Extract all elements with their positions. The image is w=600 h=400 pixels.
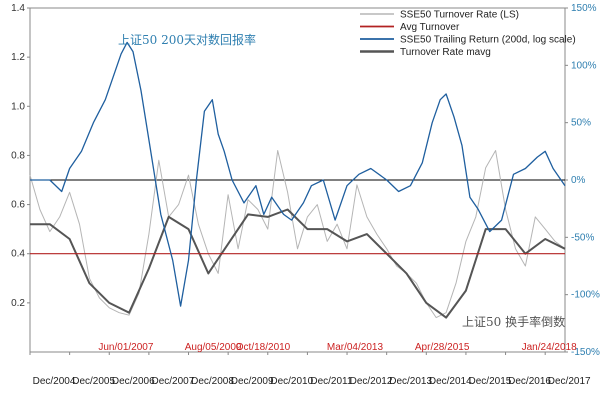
x-tick-label: Dec/2007 xyxy=(151,376,194,387)
x-tick-label: Dec/2004 xyxy=(33,376,76,387)
x-tick-label: Dec/2012 xyxy=(350,376,393,387)
x-tick-label: Dec/2005 xyxy=(72,376,115,387)
legend-label-turnover: SSE50 Turnover Rate (LS) xyxy=(400,10,519,21)
x-tick-label: Dec/2010 xyxy=(270,376,313,387)
legend-label-turnover-mavg: Turnover Rate mavg xyxy=(400,47,491,58)
right-tick-label: -150% xyxy=(571,347,600,358)
left-tick-label: 1.2 xyxy=(11,52,25,63)
date-annotation: Mar/04/2013 xyxy=(327,342,384,353)
x-tick-label: Dec/2015 xyxy=(469,376,512,387)
left-tick-label: 1.4 xyxy=(11,3,25,14)
x-tick-label: Dec/2013 xyxy=(389,376,432,387)
left-tick-label: 0.6 xyxy=(11,200,25,211)
date-annotation: Jan/24/2018 xyxy=(522,342,577,353)
series-line-turnover xyxy=(29,150,566,319)
right-tick-label: 100% xyxy=(571,60,597,71)
chinese-title-blue: 上证50 200天对数回报率 xyxy=(118,32,256,47)
legend-label-avg-turnover: Avg Turnover xyxy=(400,22,460,33)
legend: SSE50 Turnover Rate (LS)Avg Turnover SSE5… xyxy=(360,10,576,58)
legend-label-trailing-return: SSE50 Trailing Return (200d, log scale) xyxy=(400,35,576,46)
date-annotation: Jun/01/2007 xyxy=(98,342,153,353)
left-tick-label: 0.8 xyxy=(11,150,25,161)
x-tick-label: Dec/2011 xyxy=(310,376,353,387)
x-tick-label: Dec/2017 xyxy=(548,376,591,387)
x-tick-label: Dec/2016 xyxy=(508,376,551,387)
left-tick-label: 0.2 xyxy=(11,298,25,309)
date-annotation: Apr/28/2015 xyxy=(415,342,470,353)
right-tick-label: -100% xyxy=(571,290,600,301)
series-line-trailing-return xyxy=(30,41,566,307)
right-tick-label: 50% xyxy=(571,118,591,129)
left-tick-label: 0.4 xyxy=(11,249,25,260)
right-tick-label: 0% xyxy=(571,175,586,186)
x-tick-label: Dec/2014 xyxy=(429,376,472,387)
x-tick-label: Dec/2009 xyxy=(231,376,274,387)
chinese-title-gray: 上证50 换手率倒数 xyxy=(462,314,565,329)
series-line-turnover-mavg xyxy=(30,208,566,319)
date-annotation: Oct/18/2010 xyxy=(236,342,291,353)
x-tick-label: Dec/2006 xyxy=(112,376,155,387)
left-tick-label: 1.0 xyxy=(11,101,25,112)
right-tick-label: 150% xyxy=(571,3,597,14)
date-annotation: Aug/05/2009 xyxy=(185,342,242,353)
right-tick-label: -50% xyxy=(571,232,594,243)
x-tick-label: Dec/2008 xyxy=(191,376,234,387)
